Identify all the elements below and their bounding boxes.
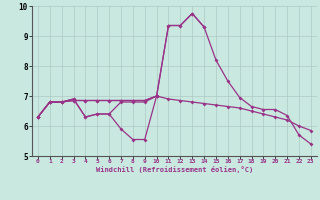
X-axis label: Windchill (Refroidissement éolien,°C): Windchill (Refroidissement éolien,°C) [96, 166, 253, 173]
